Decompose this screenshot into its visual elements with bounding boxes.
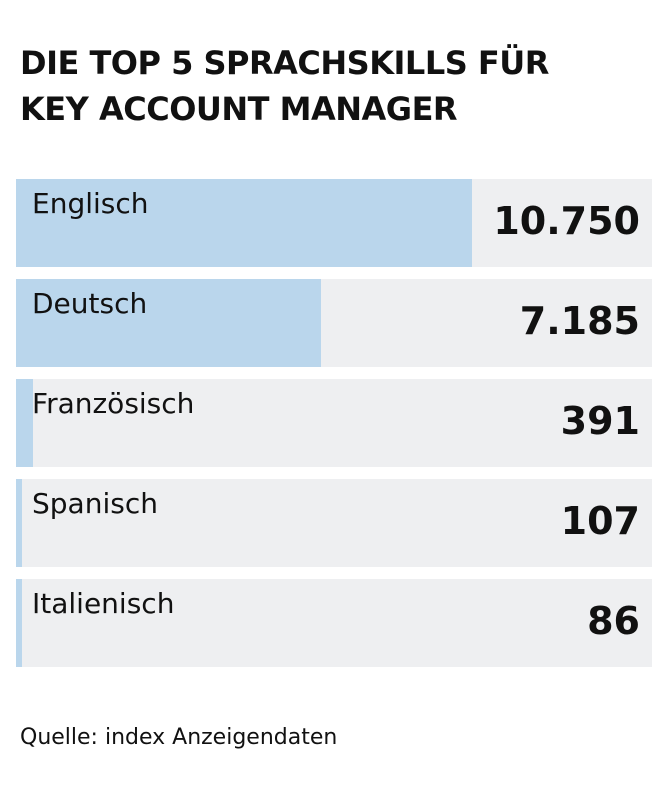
value-label: 10.750: [493, 199, 640, 243]
value-label: 107: [560, 499, 640, 543]
bar-row: Französisch 391: [16, 379, 652, 467]
category-label: Englisch: [32, 187, 149, 220]
bar: [16, 179, 472, 267]
value-label: 7.185: [519, 299, 640, 343]
category-label: Italienisch: [32, 587, 175, 620]
bar: [16, 379, 33, 467]
value-label: 86: [587, 599, 640, 643]
bar-chart: Englisch 10.750 Deutsch 7.185 Französisch 391…: [16, 179, 652, 679]
bar: [16, 279, 321, 367]
category-label: Französisch: [32, 387, 195, 420]
bar-row: Englisch 10.750: [16, 179, 652, 267]
chart-title: DIE TOP 5 SPRACHSKILLS FÜR KEY ACCOUNT M…: [20, 40, 650, 132]
bar-row: Italienisch 86: [16, 579, 652, 667]
bar-row: Deutsch 7.185: [16, 279, 652, 367]
bar-row: Spanisch 107: [16, 479, 652, 567]
value-label: 391: [560, 399, 640, 443]
bar: [16, 579, 22, 667]
category-label: Deutsch: [32, 287, 148, 320]
source-note: Quelle: index Anzeigendaten: [20, 725, 338, 750]
title-line-1: DIE TOP 5 SPRACHSKILLS FÜR: [20, 44, 549, 82]
bar: [16, 479, 22, 567]
title-line-2: KEY ACCOUNT MANAGER: [20, 90, 458, 128]
category-label: Spanisch: [32, 487, 158, 520]
